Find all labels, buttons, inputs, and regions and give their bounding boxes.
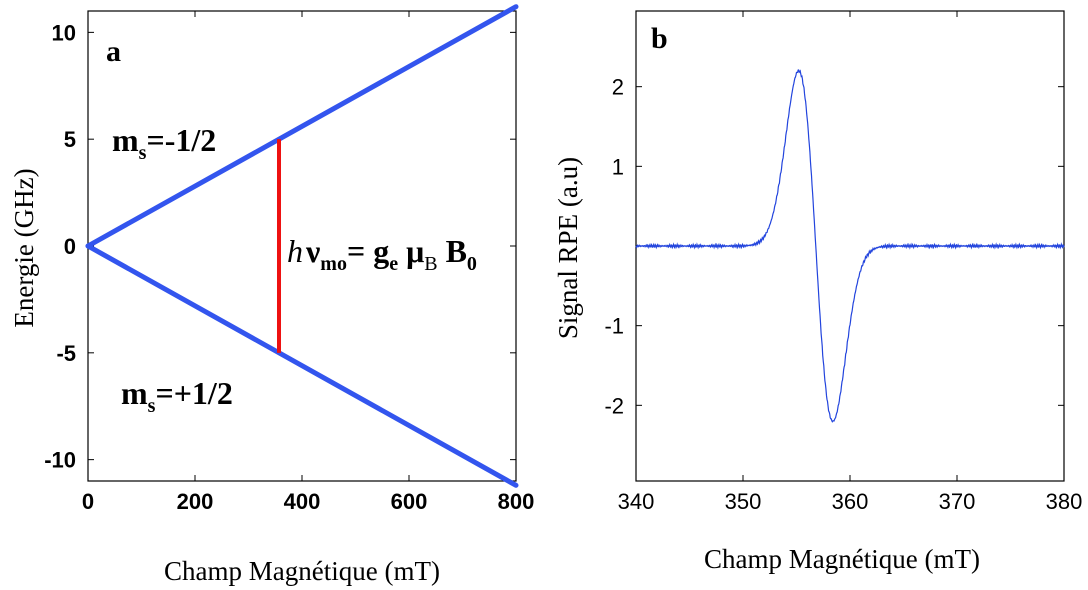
panel-a-x-tick-label: 600 [391, 489, 428, 514]
panel-b-x-tick-label: 340 [618, 489, 655, 514]
nu-symbol: ν [305, 233, 320, 269]
epr-signal-line [635, 69, 1065, 423]
ms-upper-label: ms=-1/2 [112, 122, 216, 164]
resonance-equation: hνmo= ge μB B0 [287, 233, 477, 275]
panel-a-y-label: Energie (GHz) [9, 168, 39, 327]
panel-a-x-tick-label: 400 [284, 489, 321, 514]
nu-subscript: mo [320, 253, 347, 275]
ms-lower-label: ms=+1/2 [121, 375, 233, 417]
ms-upper-sub: s [139, 142, 147, 164]
ms-lower-rest: =+1/2 [155, 375, 232, 411]
panel-a-x-tick-label: 200 [177, 489, 214, 514]
panel-a-x-label: Champ Magnétique (mT) [164, 556, 440, 586]
panel-a-x-tick-label: 800 [498, 489, 535, 514]
ms-lower-base: m [121, 375, 148, 411]
panel-b-y-ticks: 2 1 -1 -2 [604, 75, 1064, 418]
equals-g: = g [347, 233, 389, 269]
panel-b-y-tick-label: -1 [604, 314, 624, 339]
panel-a-y-tick-label: 10 [52, 20, 76, 45]
panel-a-label: a [106, 35, 121, 68]
b-subscript: 0 [467, 253, 477, 275]
panel-b-y-label: Signal RPE (a.u) [553, 157, 583, 339]
panel-b-x-tick-label: 350 [725, 489, 762, 514]
energy-level-ms-plus-half [85, 243, 519, 488]
ms-upper-rest: =-1/2 [146, 122, 216, 158]
panel-b-x-tick-label: 370 [939, 489, 976, 514]
panel-a-x-tick-label: 0 [82, 489, 94, 514]
energy-level-ms-minus-half [85, 4, 519, 249]
panel-b-x-ticks: 340 350 360 370 380 [618, 11, 1083, 514]
mu-symbol: μ [406, 233, 424, 269]
panel-a-y-tick-label: -10 [44, 448, 76, 473]
panel-b-label: b [651, 22, 668, 55]
planck-h: h [287, 233, 303, 269]
panel-a-y-tick-label: -5 [56, 341, 76, 366]
b-symbol: B [446, 233, 467, 269]
panel-a-y-tick-label: 0 [64, 234, 76, 259]
ms-upper-base: m [112, 122, 139, 158]
panel-b-y-tick-label: -2 [604, 393, 624, 418]
panel-b-y-tick-label: 1 [612, 154, 624, 179]
panel-b-x-tick-label: 380 [1046, 489, 1083, 514]
panel-b: 340 350 360 370 380 2 1 -1 -2 b Champ Magnétiqu… [553, 10, 1083, 574]
ms-lower-sub: s [148, 395, 156, 417]
panel-b-x-label: Champ Magnétique (mT) [704, 544, 980, 574]
panel-b-x-tick-label: 360 [832, 489, 869, 514]
panel-a-y-ticks: 10 5 0 -5 -10 [44, 20, 516, 473]
panel-a-x-ticks: 0 200 400 600 800 [82, 11, 534, 514]
panel-a-y-tick-label: 5 [64, 127, 76, 152]
mu-subscript: B [424, 253, 437, 275]
g-subscript: e [389, 253, 398, 275]
panel-b-y-tick-label: 2 [612, 75, 624, 100]
panel-a-series [85, 4, 519, 488]
